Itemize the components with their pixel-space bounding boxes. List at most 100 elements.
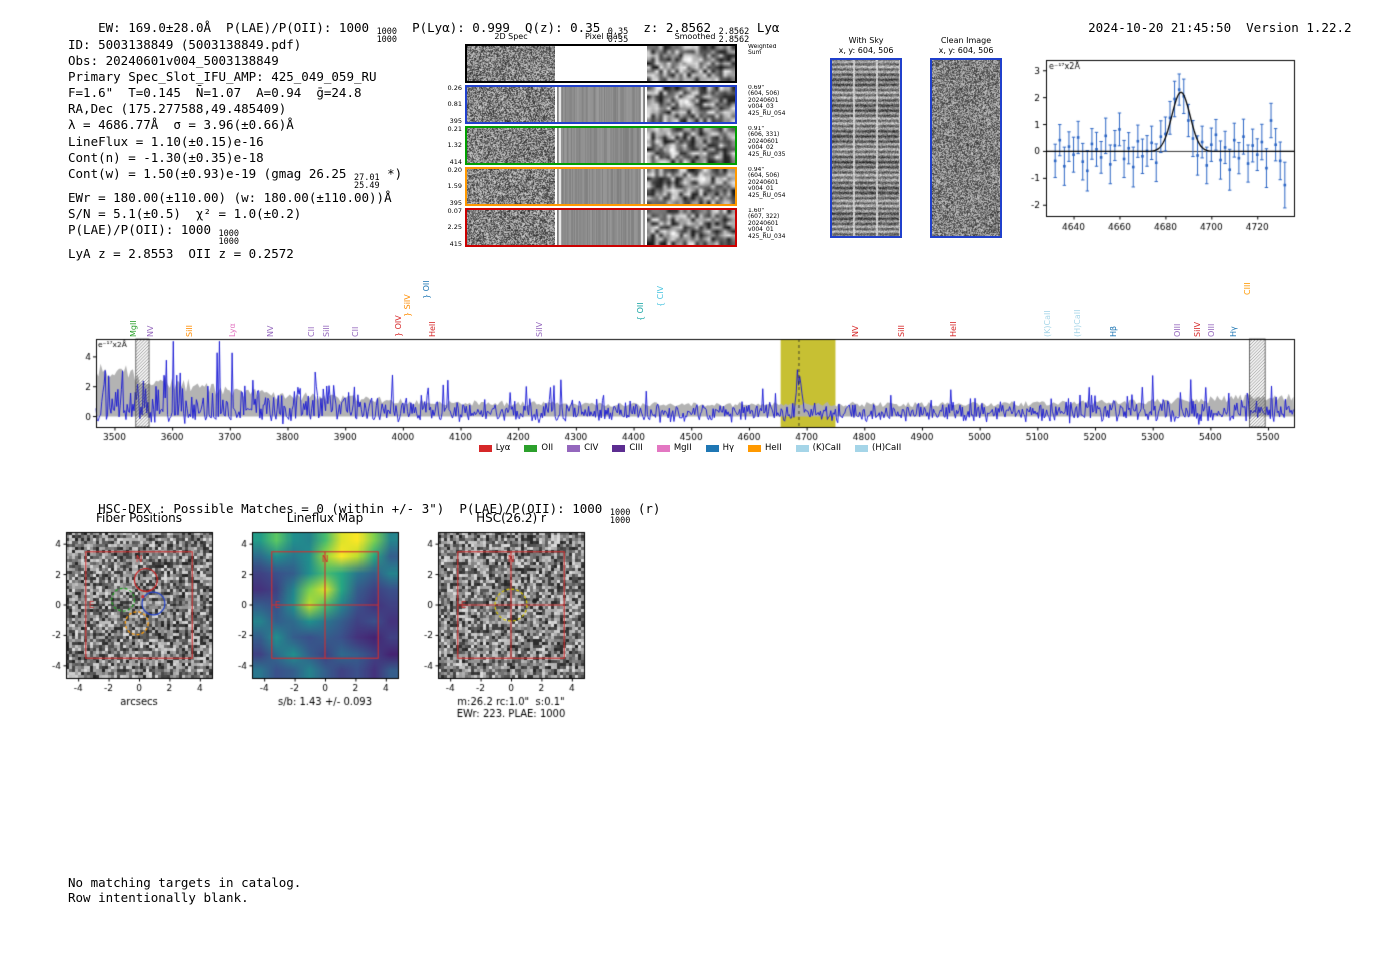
spec2d-row-3 bbox=[465, 167, 737, 206]
info-line-text: P(LAE)/P(OII): 1000 bbox=[68, 221, 219, 237]
fraction-top: 1000 bbox=[218, 228, 239, 239]
plae-poii-value: P(LAE)/P(OII): 1000 bbox=[226, 20, 377, 35]
clean-image-xy-label: x, y: 604, 506 bbox=[938, 46, 994, 55]
scale-label: 0.21 bbox=[447, 125, 462, 133]
annotation-line: 20240601 bbox=[748, 137, 779, 145]
legend-swatch bbox=[705, 444, 719, 452]
spec2d-row-2 bbox=[465, 126, 737, 165]
spec2d-image bbox=[467, 128, 555, 163]
withsky-xy-label: x, y: 604, 506 bbox=[838, 46, 894, 55]
annotation-line: (606, 331) bbox=[748, 131, 780, 139]
annotation-line: 0.91" bbox=[748, 126, 765, 132]
info-line: RA,Dec (175.277588,49.485409) bbox=[68, 101, 287, 117]
lineflux-map-title: Lineflux Map bbox=[286, 511, 364, 525]
fraction-bottom: 0.35 bbox=[607, 35, 629, 45]
line-type-label: Lyα bbox=[749, 20, 780, 35]
scale-label: 2.25 bbox=[447, 223, 462, 232]
line-label-ciii: CIII bbox=[1242, 282, 1252, 295]
spec2d-row-4 bbox=[465, 208, 737, 247]
withsky-image bbox=[830, 58, 902, 238]
emission-line-labels: MgII NV SiII Lyα NV CII SiII CII} OIV} SiIV} OI… bbox=[70, 268, 1310, 339]
qz-value: Q(z): 0.35 bbox=[524, 20, 608, 35]
spec2d-row-1 bbox=[465, 85, 737, 124]
fiber-positions-plot bbox=[38, 524, 220, 720]
ew-value: EW: 169.0±28.0Å bbox=[98, 20, 227, 35]
fiber-positions-title: Fiber Positions bbox=[95, 511, 183, 525]
legend-item: Lyα bbox=[478, 443, 510, 453]
legend-label: CIV bbox=[584, 443, 599, 453]
annotation-line: 0.94" bbox=[748, 167, 765, 173]
legend-swatch bbox=[567, 444, 581, 452]
smoothed-image bbox=[647, 210, 735, 245]
smoothed-image bbox=[647, 87, 735, 122]
annotation-line: (604, 506) bbox=[748, 90, 780, 98]
legend-label: OII bbox=[541, 443, 554, 453]
pixelflat-image bbox=[557, 46, 645, 81]
spec2d-image bbox=[467, 210, 555, 245]
info-line: Cont(n) = -1.30(±0.35)e-18 bbox=[68, 149, 264, 165]
spec2d-left-labels: 0.26 0.81 395 0.21 1.32 414 0.20 1.59 395 0.07 2.2… bbox=[434, 44, 462, 249]
info-line: S/N = 5.1(±0.5) χ² = 1.0(±0.2) bbox=[68, 205, 302, 221]
col-header-pixelflat: Pixel Flat bbox=[585, 32, 621, 41]
pixelflat-image bbox=[557, 128, 645, 163]
line-label-civ: { CIV bbox=[656, 285, 666, 307]
fraction-bottom: 1000 bbox=[218, 236, 239, 247]
info-line: Primary Spec_Slot_IFU_AMP: 425_049_059_R… bbox=[68, 69, 377, 85]
hsc-cutout-plot bbox=[410, 524, 592, 720]
scale-label: 0.07 bbox=[447, 207, 462, 215]
fraction-bottom: 1000 bbox=[376, 35, 398, 45]
smoothed-image bbox=[647, 46, 735, 81]
fraction-top: 2.8562 bbox=[718, 27, 750, 37]
legend-swatch bbox=[748, 444, 761, 452]
legend-swatch bbox=[612, 444, 626, 452]
smoothed-image bbox=[647, 128, 735, 163]
legend-item: OII bbox=[524, 443, 553, 453]
legend-item: CIII bbox=[612, 443, 643, 453]
legend-swatch bbox=[795, 444, 809, 452]
scale-label: 0.81 bbox=[447, 100, 462, 109]
footer-note-2: Row intentionally blank. bbox=[68, 890, 249, 905]
annotation-line: v004_01 bbox=[748, 226, 774, 234]
hsc-dex-fraction: 1000 1000 bbox=[609, 508, 631, 526]
header-timestamp: 2024-10-20 21:45:50 Version 1.22.2 bbox=[1058, 5, 1352, 50]
col-header-2dspec: 2D Spec bbox=[494, 32, 528, 41]
hsc-dex-summary: HSC-DEX : Possible Matches = 0 (within +… bbox=[68, 486, 660, 540]
qz-fraction: 0.35 0.35 bbox=[607, 28, 629, 45]
info-line: F=1.6" T=0.145 N̄=1.07 A=0.94 ḡ=24.8 bbox=[68, 85, 362, 101]
annotation-line: (604, 506) bbox=[748, 172, 780, 180]
annotation-line: 425_RU_054 bbox=[748, 109, 786, 117]
spec2d-image bbox=[467, 87, 555, 122]
scale-label: 395 bbox=[449, 198, 462, 207]
full-spectrum-plot bbox=[70, 333, 1310, 451]
legend-item: CIV bbox=[567, 443, 598, 453]
legend-swatch bbox=[656, 444, 670, 452]
annotation-line: 425_RU_034 bbox=[748, 232, 786, 240]
spec2d-image bbox=[467, 46, 555, 81]
legend-item: Hγ bbox=[705, 443, 734, 453]
annotation-line: 20240601 bbox=[748, 219, 779, 227]
info-line-fraction: 1000 1000 bbox=[218, 228, 239, 247]
info-line: Cont(w) = 1.50(±0.93)e-19 (gmag 26.25 27… bbox=[68, 166, 402, 190]
z-fraction: 2.8562 2.8562 bbox=[718, 27, 750, 45]
scale-label: 0.26 bbox=[447, 84, 462, 92]
version-label: Version 1.22.2 bbox=[1246, 20, 1352, 35]
spec2d-row-annotation: 0.69" (604, 506) 20240601 v004_03 425_RU_054 bbox=[748, 85, 796, 126]
annotation-line: v004_01 bbox=[748, 185, 774, 193]
legend-label: CIII bbox=[629, 443, 643, 453]
legend-item: (K)CaII bbox=[795, 443, 841, 453]
detection-info-block: ID: 5003138849 (5003138849.pdf) Obs: 2024… bbox=[68, 37, 402, 262]
legend-item: HeII bbox=[748, 443, 782, 453]
legend-label: HeII bbox=[765, 443, 782, 453]
pixelflat-image bbox=[557, 169, 645, 204]
fraction-bottom: 1000 bbox=[609, 516, 631, 526]
scale-label: 395 bbox=[449, 116, 462, 125]
legend-item: (H)CaII bbox=[855, 443, 901, 453]
info-line-fraction: 27.01 25.49 bbox=[354, 174, 380, 191]
linefit-plot bbox=[1012, 48, 1302, 244]
line-label-oii: { OII bbox=[636, 302, 646, 321]
legend-item: MgII bbox=[656, 443, 692, 453]
fraction-top: 1000 bbox=[609, 508, 631, 518]
spec2d-rows bbox=[465, 44, 737, 249]
scale-label: 414 bbox=[449, 157, 462, 166]
